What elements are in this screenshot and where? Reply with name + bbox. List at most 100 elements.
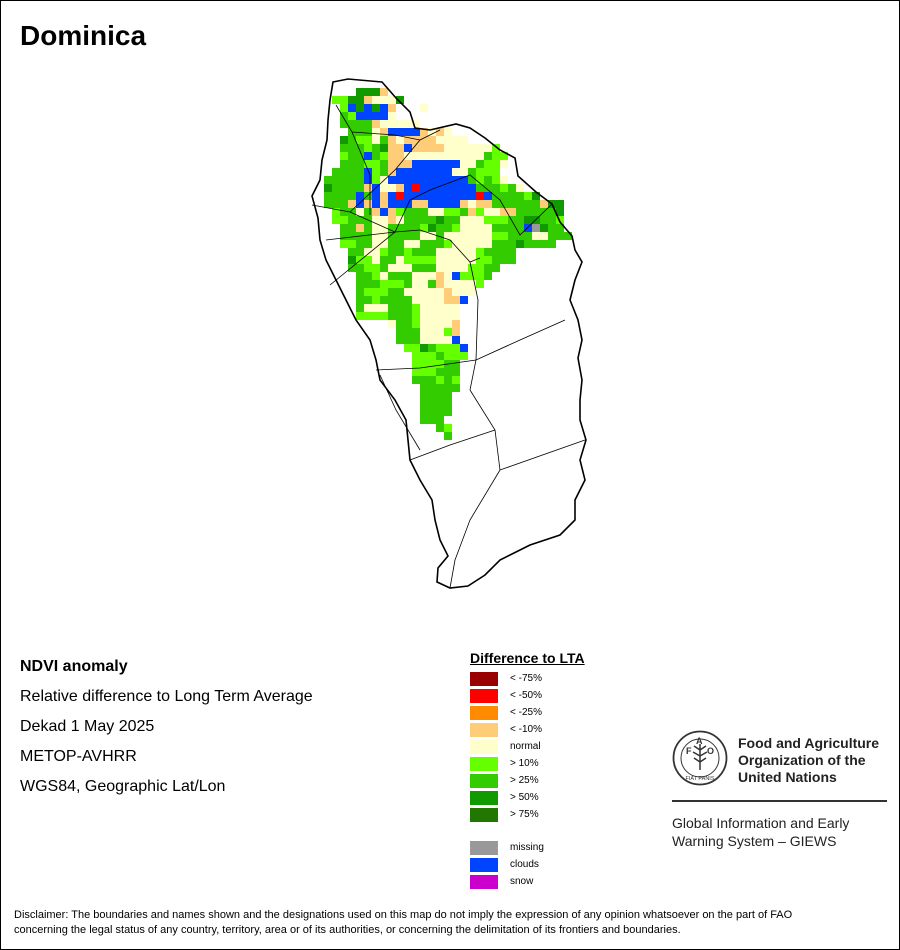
ndvi-pixel <box>500 200 508 208</box>
ndvi-pixel <box>540 240 548 248</box>
ndvi-pixel <box>436 424 444 432</box>
ndvi-pixel <box>396 232 404 240</box>
ndvi-pixel <box>468 184 476 192</box>
ndvi-pixel <box>492 168 500 176</box>
ndvi-pixel <box>404 336 412 344</box>
ndvi-pixel <box>340 240 348 248</box>
ndvi-pixel <box>476 216 484 224</box>
ndvi-pixel <box>404 344 412 352</box>
ndvi-pixel <box>492 216 500 224</box>
ndvi-pixel <box>396 296 404 304</box>
ndvi-pixel <box>476 256 484 264</box>
ndvi-pixel <box>372 136 380 144</box>
ndvi-pixel <box>484 248 492 256</box>
ndvi-pixel <box>348 256 356 264</box>
ndvi-pixel <box>348 104 356 112</box>
ndvi-pixel <box>388 232 396 240</box>
ndvi-pixel <box>388 248 396 256</box>
ndvi-pixel <box>420 288 428 296</box>
ndvi-pixel <box>524 200 532 208</box>
ndvi-pixel <box>492 256 500 264</box>
ndvi-pixel <box>364 200 372 208</box>
giews-line: Global Information and Early <box>672 815 850 831</box>
legend-label: < -10% <box>510 724 542 735</box>
ndvi-pixel <box>452 248 460 256</box>
ndvi-pixel <box>516 208 524 216</box>
ndvi-pixel <box>364 120 372 128</box>
ndvi-pixel <box>412 144 420 152</box>
ndvi-pixel <box>420 136 428 144</box>
ndvi-pixel <box>388 288 396 296</box>
ndvi-pixel <box>364 256 372 264</box>
ndvi-pixel <box>556 208 564 216</box>
ndvi-pixel <box>436 200 444 208</box>
ndvi-pixel <box>436 344 444 352</box>
ndvi-pixel <box>492 240 500 248</box>
ndvi-pixel <box>356 128 364 136</box>
ndvi-pixel <box>420 296 428 304</box>
ndvi-pixel <box>356 160 364 168</box>
ndvi-pixel <box>420 176 428 184</box>
legend-label: missing <box>510 842 544 853</box>
ndvi-pixel <box>404 256 412 264</box>
ndvi-pixel <box>516 240 524 248</box>
ndvi-pixel <box>332 176 340 184</box>
ndvi-pixel <box>484 168 492 176</box>
ndvi-pixel <box>420 232 428 240</box>
ndvi-pixel <box>420 272 428 280</box>
ndvi-pixel <box>372 256 380 264</box>
ndvi-pixel <box>436 360 444 368</box>
ndvi-pixel <box>476 280 484 288</box>
ndvi-pixel <box>348 192 356 200</box>
ndvi-pixel <box>476 176 484 184</box>
ndvi-pixel <box>500 152 508 160</box>
legend-item: > 75% <box>470 806 585 823</box>
ndvi-pixel <box>412 128 420 136</box>
ndvi-pixel <box>468 288 476 296</box>
ndvi-pixel <box>372 88 380 96</box>
ndvi-pixel <box>364 192 372 200</box>
ndvi-anomaly-map <box>311 78 587 589</box>
ndvi-pixel <box>428 192 436 200</box>
ndvi-pixel <box>428 368 436 376</box>
legend-swatch <box>470 689 498 703</box>
ndvi-pixel <box>508 240 516 248</box>
ndvi-pixel <box>460 184 468 192</box>
ndvi-pixel <box>524 240 532 248</box>
ndvi-pixel <box>500 208 508 216</box>
ndvi-pixel <box>412 280 420 288</box>
ndvi-pixel <box>460 352 468 360</box>
ndvi-pixel <box>388 256 396 264</box>
legend-swatch <box>470 740 498 754</box>
ndvi-pixel <box>388 208 396 216</box>
ndvi-pixel <box>332 168 340 176</box>
ndvi-pixel <box>492 144 500 152</box>
ndvi-pixel-grid <box>324 88 572 440</box>
ndvi-pixel <box>396 248 404 256</box>
ndvi-pixel <box>500 256 508 264</box>
ndvi-pixel <box>444 176 452 184</box>
ndvi-pixel <box>428 328 436 336</box>
ndvi-pixel <box>428 392 436 400</box>
fao-logo-letter-o: O <box>707 746 714 756</box>
ndvi-pixel <box>380 296 388 304</box>
ndvi-pixel <box>444 312 452 320</box>
ndvi-pixel <box>500 232 508 240</box>
ndvi-pixel <box>412 216 420 224</box>
ndvi-pixel <box>484 256 492 264</box>
legend-item: clouds <box>470 856 585 873</box>
ndvi-pixel <box>444 280 452 288</box>
ndvi-pixel <box>396 120 404 128</box>
ndvi-pixel <box>444 192 452 200</box>
ndvi-pixel <box>468 176 476 184</box>
parish-boundary <box>349 129 441 213</box>
ndvi-pixel <box>412 320 420 328</box>
ndvi-pixel <box>388 264 396 272</box>
ndvi-pixel <box>372 176 380 184</box>
ndvi-pixel <box>420 264 428 272</box>
ndvi-pixel <box>396 152 404 160</box>
ndvi-pixel <box>444 224 452 232</box>
ndvi-pixel <box>364 168 372 176</box>
ndvi-pixel <box>492 208 500 216</box>
ndvi-pixel <box>460 272 468 280</box>
